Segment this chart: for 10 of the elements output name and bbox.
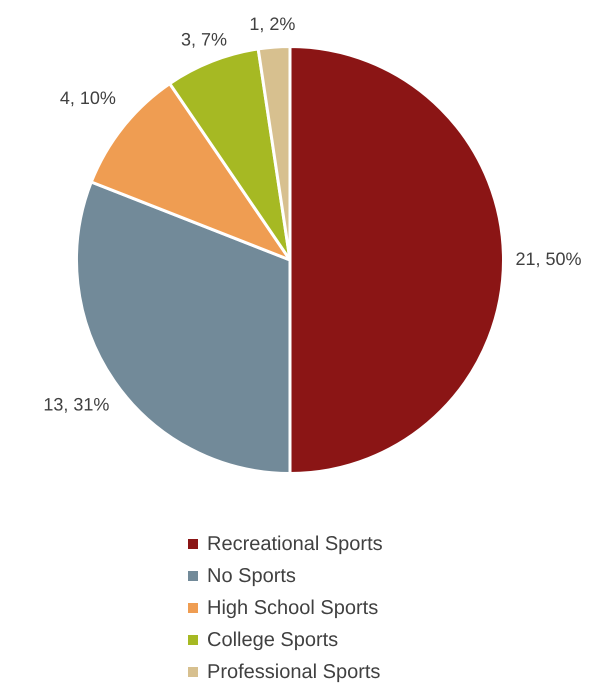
legend-label: College Sports bbox=[207, 628, 338, 652]
legend-label: High School Sports bbox=[207, 596, 378, 620]
data-label: 21, 50% bbox=[515, 248, 582, 269]
data-label: 4, 10% bbox=[60, 88, 116, 108]
legend-label: Professional Sports bbox=[207, 660, 380, 683]
data-label: 3, 7% bbox=[180, 30, 227, 50]
legend-label: Recreational Sports bbox=[207, 532, 383, 556]
legend-label: No Sports bbox=[207, 564, 296, 588]
data-label: 13, 31% bbox=[43, 394, 110, 415]
data-label: 1, 2% bbox=[249, 14, 296, 34]
